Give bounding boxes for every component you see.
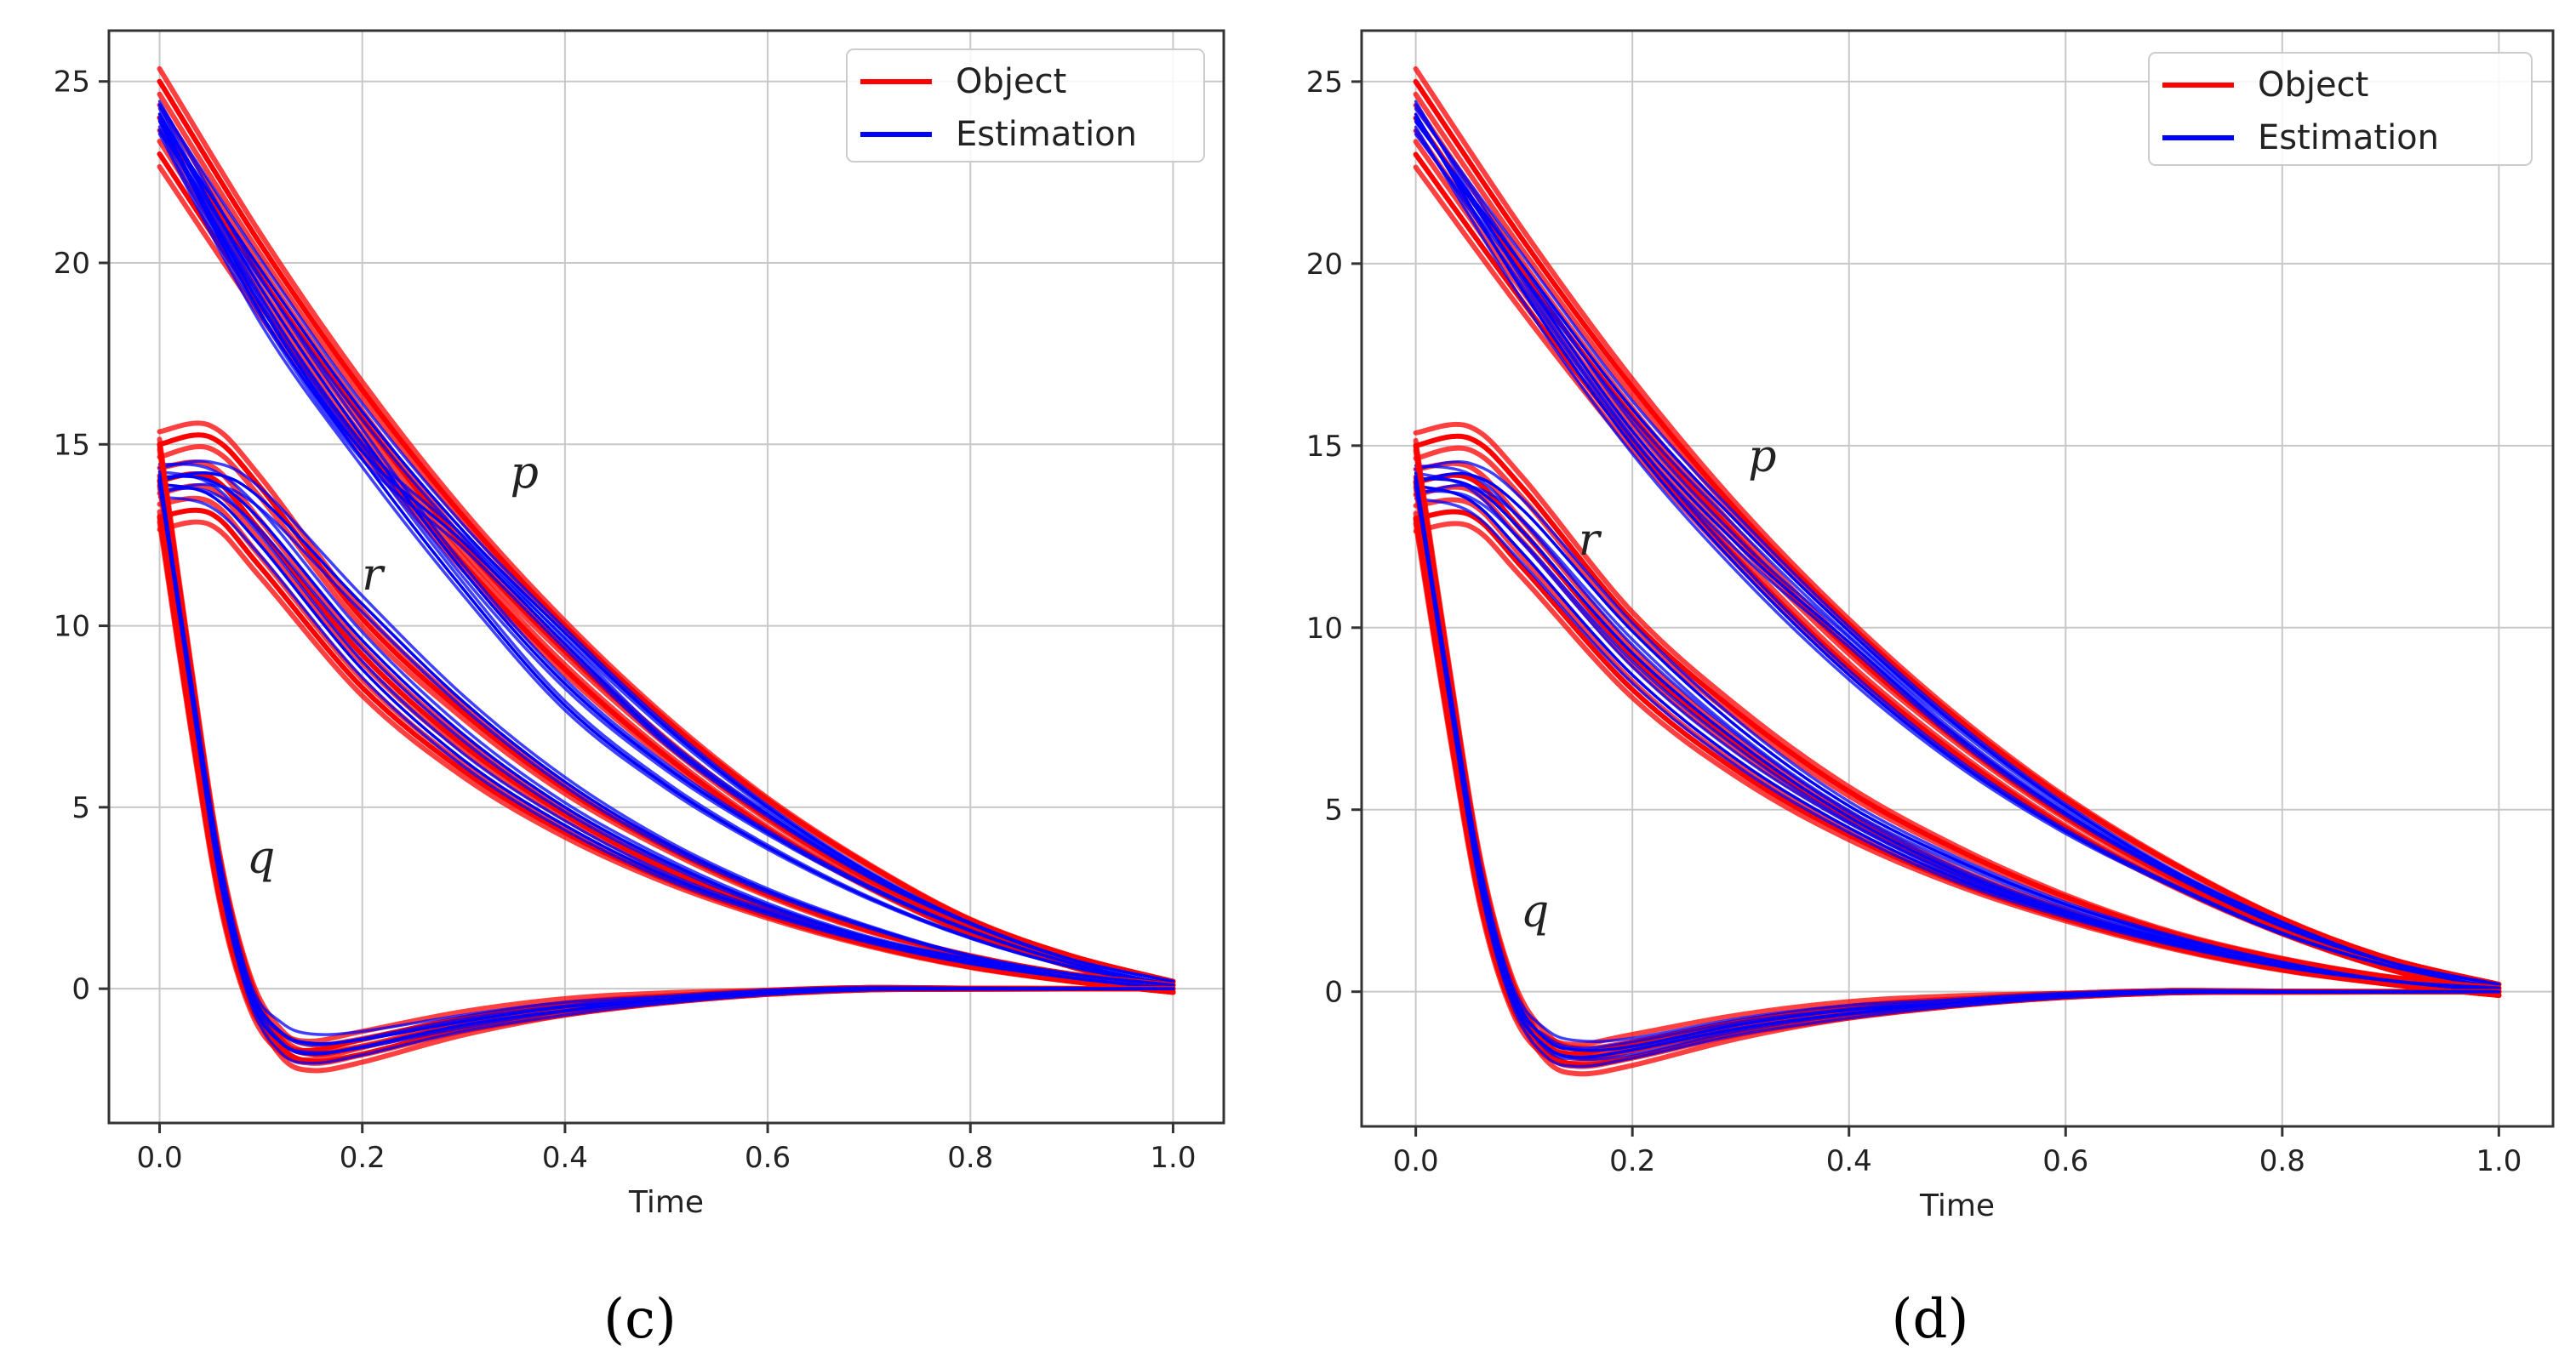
curve-annotation-r: r [1579, 515, 1602, 566]
x-tick-label: 1.0 [2476, 1144, 2522, 1178]
x-tick-label: 0.6 [745, 1141, 791, 1175]
legend-label-estimation: Estimation [2258, 118, 2439, 157]
y-tick-label: 10 [1306, 612, 1343, 646]
series-group [157, 66, 1176, 1074]
chart-panel-c: 0.0 0.2 0.4 0.6 0.8 1.0 0 5 10 15 20 25 Time p r q Objec… [54, 29, 1225, 1351]
series-line-r-object [1413, 421, 2502, 991]
series-line-r-estimation [1414, 471, 2501, 994]
curve-annotation-q: q [1521, 886, 1549, 938]
x-tick-label: 0.0 [1393, 1144, 1439, 1178]
y-tick-label: 5 [1324, 794, 1343, 828]
series-line-q-estimation [1414, 471, 2501, 1050]
x-tick-label: 1.0 [1150, 1141, 1196, 1175]
curve-annotation-q: q [247, 833, 275, 884]
legend-box [846, 48, 1205, 162]
x-tick-label: 0.4 [1826, 1144, 1872, 1178]
curve-annotation-r: r [362, 550, 386, 601]
legend-label-estimation: Estimation [956, 115, 1137, 154]
x-tick-label: 0.0 [137, 1141, 183, 1175]
series-group [1413, 66, 2502, 1077]
series-line-p-object [157, 66, 1176, 984]
legend-label-object: Object [2258, 66, 2368, 105]
curve-annotation-p: p [511, 447, 539, 499]
y-tick-label: 15 [54, 428, 90, 462]
y-tick-label: 0 [71, 972, 90, 1006]
series-line-r-estimation [157, 459, 1175, 987]
series-line-p-estimation [157, 100, 1175, 987]
series-line-q-estimation [157, 470, 1175, 1047]
panel-label: (d) [1892, 1288, 1969, 1351]
legend-box [2148, 52, 2533, 166]
series-line-p-estimation [1414, 100, 2501, 990]
chart-panel-d: 0.0 0.2 0.4 0.6 0.8 1.0 0 5 10 15 20 25 Time p r q Objec… [1306, 29, 2555, 1351]
x-tick-label: 0.2 [340, 1141, 386, 1175]
x-axis-label: Time [1919, 1188, 1995, 1223]
curve-annotation-p: p [1748, 431, 1776, 482]
series-line-p-object [1413, 66, 2502, 988]
x-tick-label: 0.2 [1609, 1144, 1655, 1178]
panel-label: (c) [603, 1288, 677, 1351]
y-tick-label: 25 [1306, 66, 1343, 100]
legend: Object Estimation [2148, 52, 2533, 166]
x-tick-label: 0.8 [947, 1141, 993, 1175]
y-tick-label: 20 [54, 247, 90, 281]
y-tick-label: 25 [54, 66, 90, 100]
legend: Object Estimation [846, 48, 1205, 162]
x-tick-label: 0.6 [2042, 1144, 2088, 1178]
y-tick-label: 20 [1306, 248, 1343, 282]
x-tick-label: 0.4 [542, 1141, 588, 1175]
y-tick-label: 5 [71, 791, 90, 825]
series-line-p-estimation [1414, 107, 2501, 986]
y-tick-label: 15 [1306, 430, 1343, 464]
plot-frame [107, 29, 1225, 1125]
series-line-r-estimation [1414, 460, 2501, 990]
x-tick-label: 0.8 [2259, 1144, 2305, 1178]
x-axis-label: Time [628, 1185, 704, 1220]
series-line-r-estimation [157, 470, 1175, 990]
y-tick-label: 0 [1324, 976, 1343, 1010]
series-line-p-object [157, 139, 1176, 995]
series-line-p-estimation [157, 103, 1175, 983]
legend-label-object: Object [956, 62, 1066, 101]
series-line-p-estimation [157, 106, 1175, 987]
plot-frame [1360, 29, 2555, 1128]
y-tick-label: 10 [54, 610, 90, 644]
series-line-r-estimation [157, 462, 1175, 990]
